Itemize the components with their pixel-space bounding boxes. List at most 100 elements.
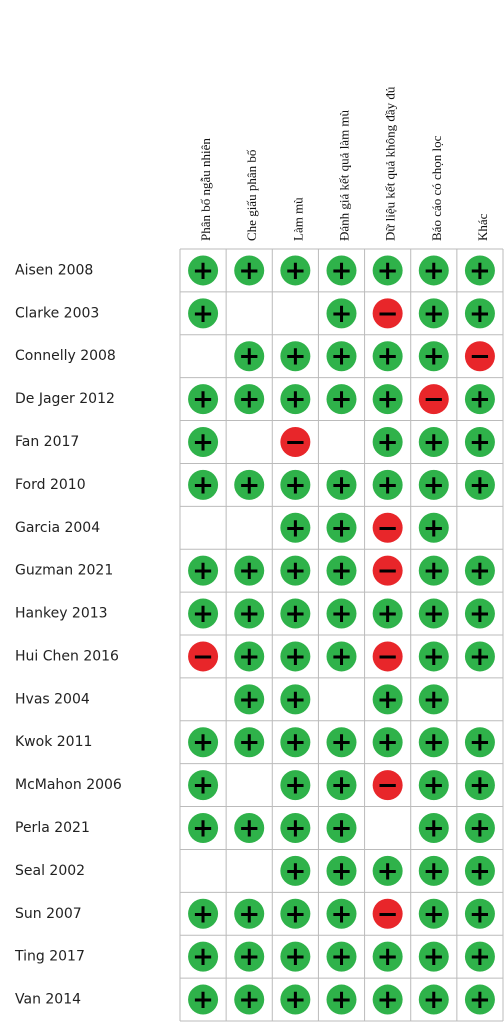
judgement-symbol: + [284, 985, 306, 1015]
judgement-circle [280, 984, 311, 1015]
judgement-circle [464, 384, 495, 415]
judgement-symbol: + [331, 899, 353, 929]
study-label: Hankey 2013 [15, 606, 108, 622]
judgement-symbol: − [192, 642, 214, 672]
domain-header: Che giấu phân bố [244, 149, 259, 241]
judgement-circle [234, 727, 265, 758]
judgement-symbol: + [423, 814, 445, 844]
judgement-circle [418, 984, 449, 1015]
judgement-circle [234, 941, 265, 972]
judgement-symbol: + [423, 299, 445, 329]
judgement-symbol: + [377, 942, 399, 972]
judgement-circle [326, 813, 357, 843]
judgement-circle [418, 384, 449, 415]
judgement-circle [464, 427, 495, 457]
judgement-symbol: + [284, 942, 306, 972]
judgement-circle [372, 684, 403, 715]
judgement-circle [188, 255, 219, 286]
judgement-circle [464, 255, 495, 286]
judgement-symbol: + [192, 256, 214, 286]
judgement-circle [418, 813, 449, 843]
judgement-symbol: + [469, 728, 491, 758]
judgement-circle [234, 255, 265, 286]
judgement-symbol: + [469, 856, 491, 886]
judgement-circle [326, 298, 357, 329]
judgement-symbol: + [423, 470, 445, 500]
judgement-circle [188, 770, 219, 801]
judgement-symbol: + [331, 342, 353, 372]
judgement-symbol: + [238, 256, 260, 286]
judgement-symbol: + [423, 642, 445, 672]
judgement-circle [234, 384, 265, 415]
judgement-symbol: + [284, 685, 306, 715]
judgement-circle [372, 941, 403, 972]
judgement-circle [326, 598, 357, 629]
judgement-symbol: + [238, 556, 260, 586]
judgement-symbol: + [192, 385, 214, 415]
judgement-circle [418, 770, 449, 801]
judgement-circle [280, 427, 311, 457]
judgement-circle [372, 384, 403, 415]
domain-header: Phân bố ngẫu nhiên [198, 138, 213, 241]
judgement-circle [418, 512, 449, 543]
judgement-circle [464, 941, 495, 972]
judgement-symbol: + [469, 385, 491, 415]
judgement-symbol: + [377, 342, 399, 372]
judgement-symbol: + [423, 942, 445, 972]
judgement-circle [372, 341, 403, 372]
judgement-circle [372, 727, 403, 758]
study-label: Perla 2021 [15, 820, 90, 836]
judgement-circle [372, 598, 403, 629]
study-label: Fan 2017 [15, 434, 79, 450]
judgement-symbol: + [331, 985, 353, 1015]
judgement-symbol: + [469, 556, 491, 586]
judgement-symbol: + [377, 728, 399, 758]
judgement-symbol: + [331, 556, 353, 586]
judgement-circle [464, 770, 495, 801]
judgement-symbol: + [192, 942, 214, 972]
study-label: Aisen 2008 [15, 262, 93, 278]
judgement-symbol: + [377, 685, 399, 715]
judgement-circle [372, 898, 403, 929]
judgement-circle [418, 598, 449, 629]
judgement-circle [326, 384, 357, 415]
judgement-circle [326, 941, 357, 972]
domain-header: Đánh giá kết quả làm mù [336, 109, 351, 241]
judgement-symbol: + [238, 899, 260, 929]
judgement-symbol: − [423, 385, 445, 415]
judgement-symbol: − [377, 899, 399, 929]
judgement-circle [326, 770, 357, 801]
judgement-circle [326, 984, 357, 1015]
judgement-circle [280, 512, 311, 543]
judgement-symbol: + [238, 814, 260, 844]
study-label: Kwok 2011 [15, 734, 92, 750]
judgement-symbol: + [469, 299, 491, 329]
judgement-symbol: − [377, 513, 399, 543]
judgement-symbol: + [284, 599, 306, 629]
judgement-symbol: + [192, 814, 214, 844]
judgement-symbol: − [377, 299, 399, 329]
judgement-symbol: + [331, 771, 353, 801]
judgement-circle [418, 641, 449, 672]
judgement-circle [418, 555, 449, 586]
judgement-symbol: + [238, 728, 260, 758]
study-label: Hvas 2004 [15, 691, 90, 707]
judgement-circle [234, 555, 265, 586]
judgement-symbol: + [423, 899, 445, 929]
domain-header: Dữ liệu kết quả không đầy đủ [383, 86, 398, 241]
judgement-symbol: + [284, 899, 306, 929]
judgement-circle [188, 727, 219, 758]
judgement-symbol: + [192, 728, 214, 758]
judgement-circle [188, 298, 219, 329]
judgement-symbol: + [331, 814, 353, 844]
judgement-circle [326, 555, 357, 586]
judgement-circle [234, 598, 265, 629]
judgement-symbol: + [192, 599, 214, 629]
judgement-symbol: + [377, 599, 399, 629]
judgement-circle [280, 341, 311, 372]
judgement-symbol: + [284, 814, 306, 844]
study-label: Hui Chen 2016 [15, 648, 119, 664]
study-label: Connelly 2008 [15, 348, 116, 364]
judgement-circle [280, 727, 311, 758]
